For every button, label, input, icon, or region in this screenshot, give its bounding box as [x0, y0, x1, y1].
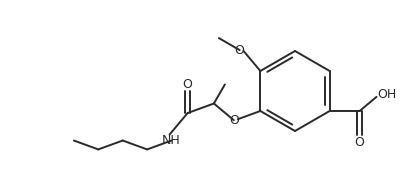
Text: O: O — [229, 114, 239, 127]
Text: O: O — [235, 44, 245, 57]
Text: O: O — [182, 78, 192, 91]
Text: OH: OH — [377, 88, 396, 101]
Text: O: O — [355, 135, 365, 148]
Text: NH: NH — [162, 134, 181, 147]
